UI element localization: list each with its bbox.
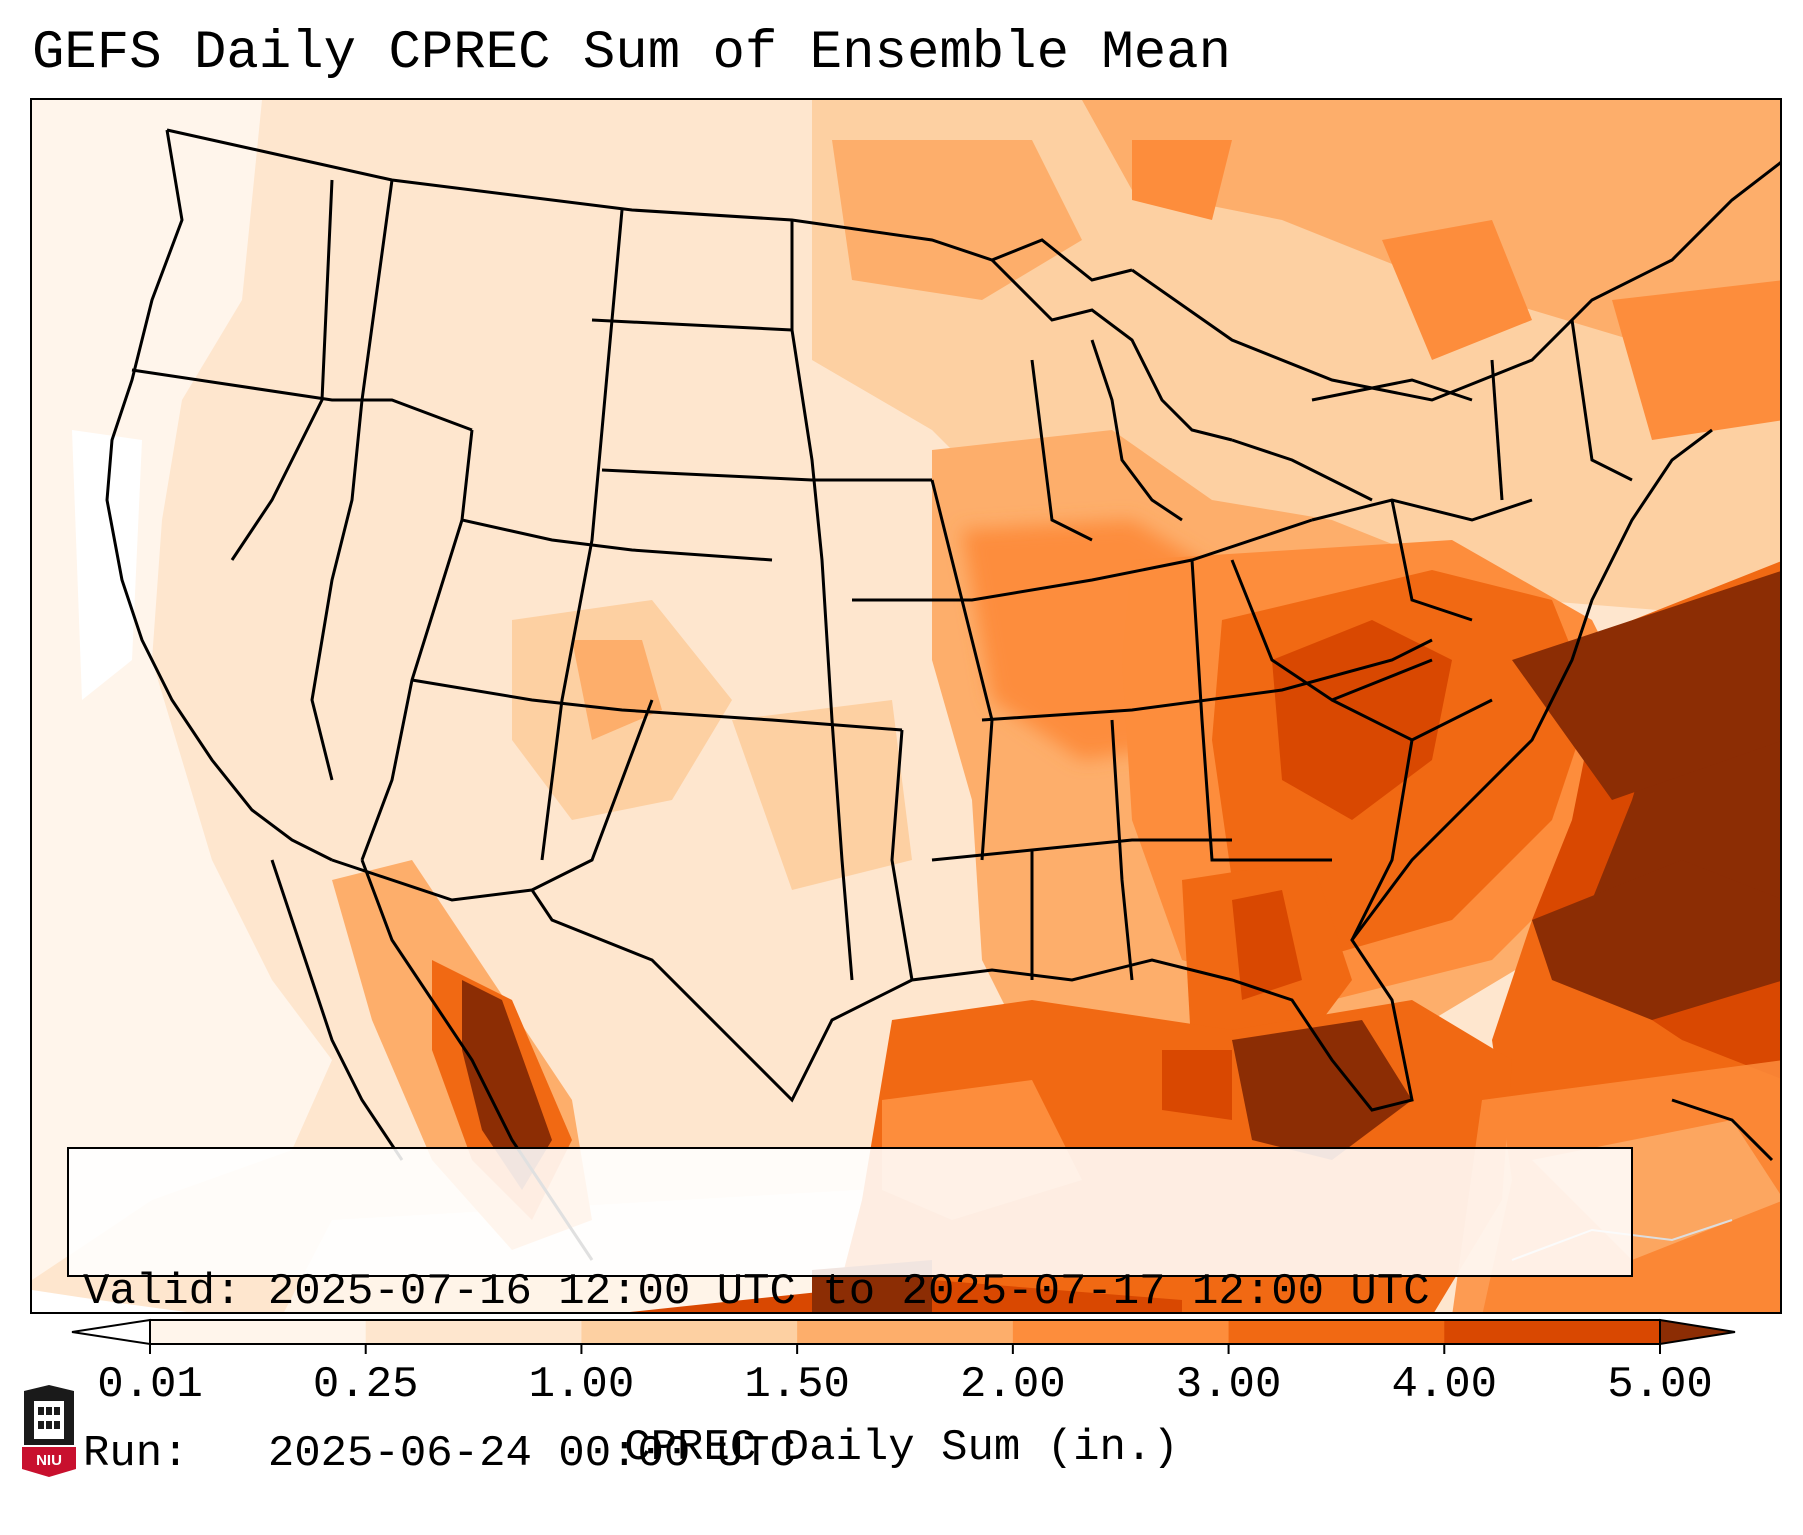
valid-run-info-box: Valid: 2025-07-16 12:00 UTC to 2025-07-1… [67,1147,1633,1479]
precip-map-canvas [32,100,1780,1312]
colorbar-tick-label: 0.25 [312,1360,419,1410]
colorbar [71,1318,1736,1354]
colorbar-segment [365,1320,582,1344]
colorbar-tick-label: 1.50 [744,1360,850,1410]
boundary-lines [105,128,1780,1261]
run-row: Run: 2025-06-24 00:00 UTC [83,1427,1631,1481]
logo-text: NIU [36,1452,62,1469]
run-label: Run: [83,1429,189,1479]
colorbar-tick-label: 5.00 [1607,1360,1713,1410]
colorbar-segment [581,1320,798,1344]
valid-row: Valid: 2025-07-16 12:00 UTC to 2025-07-1… [83,1265,1631,1319]
run-value: 2025-06-24 00:00 UTC [267,1429,796,1479]
valid-label: Valid: [83,1267,242,1317]
colorbar-label: CPREC Daily Sum (in.) [624,1423,1179,1473]
precip-map [30,98,1782,1314]
colorbar-tick-label: 3.00 [1175,1360,1282,1410]
niu-logo: NIU [22,1385,76,1477]
colorbar-tick-label: 1.00 [528,1360,635,1410]
colorbar-segment [150,1320,367,1344]
colorbar-over-extension [1659,1318,1736,1346]
colorbar-segment [1444,1320,1661,1344]
colorbar-segment [1228,1320,1445,1344]
colorbar-segment [797,1320,1014,1344]
map-title: GEFS Daily CPREC Sum of Ensemble Mean [32,23,1231,84]
colorbar-tick-label: 2.00 [960,1360,1066,1410]
colorbar-frame [149,1319,1661,1345]
colorbar-segment [1012,1320,1230,1344]
colorbar-under-extension [71,1318,151,1346]
valid-value: 2025-07-16 12:00 UTC to 2025-07-17 12:00… [267,1267,1430,1317]
colorbar-tick-label: 4.00 [1391,1360,1498,1410]
colorbar-tick-label: 0.01 [97,1360,203,1410]
